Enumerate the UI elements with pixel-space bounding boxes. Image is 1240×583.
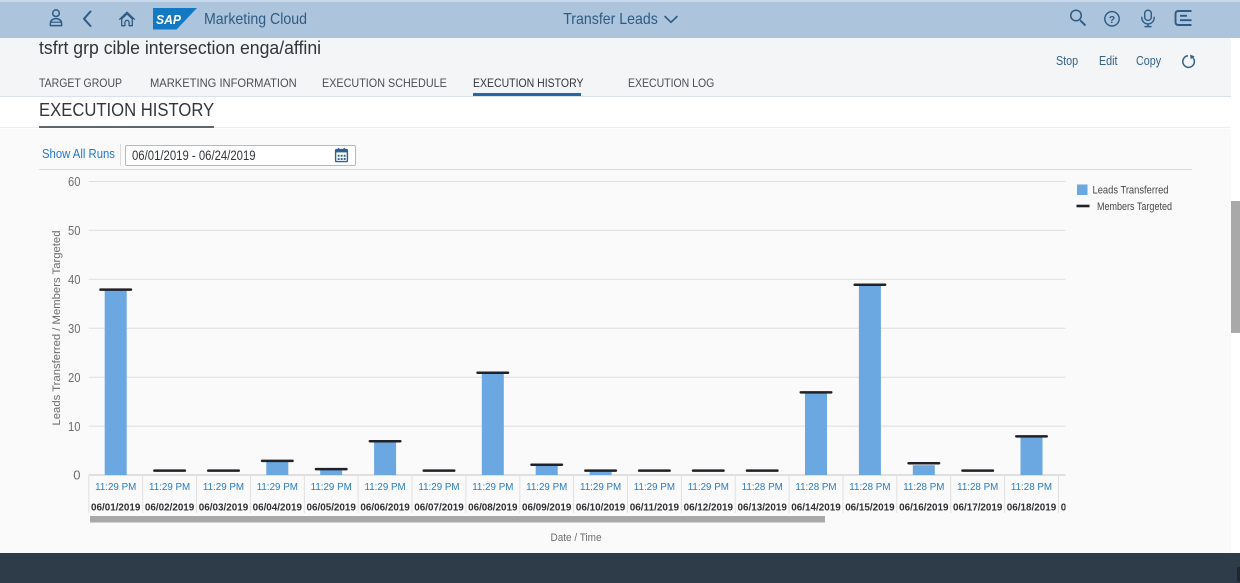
svg-text:06/02/2019: 06/02/2019: [145, 502, 195, 513]
svg-text:Marketing Cloud: Marketing Cloud: [204, 11, 307, 28]
svg-text:11:29 PM: 11:29 PM: [580, 482, 621, 493]
svg-text:Transfer Leads: Transfer Leads: [563, 11, 658, 28]
svg-text:11:29 PM: 11:29 PM: [257, 482, 298, 493]
svg-text:06/17/2019: 06/17/2019: [953, 502, 1003, 513]
svg-text:10: 10: [68, 419, 81, 434]
svg-text:06/14/2019: 06/14/2019: [791, 502, 841, 513]
svg-text:?: ?: [1109, 14, 1115, 26]
svg-text:11:29 PM: 11:29 PM: [634, 482, 675, 493]
svg-text:06/10/2019: 06/10/2019: [576, 502, 626, 513]
svg-text:06/06/2019: 06/06/2019: [360, 502, 410, 513]
svg-text:06/01/2019: 06/01/2019: [91, 502, 141, 513]
svg-text:06/15/2019: 06/15/2019: [845, 502, 895, 513]
svg-text:06/05/2019: 06/05/2019: [307, 502, 357, 513]
svg-text:60: 60: [68, 174, 81, 189]
svg-text:Date / Time: Date / Time: [551, 532, 602, 544]
svg-text:06/19/2019: 06/19/2019: [1061, 502, 1111, 513]
svg-text:06/08/2019: 06/08/2019: [468, 502, 518, 513]
svg-text:06/04/2019: 06/04/2019: [253, 502, 303, 513]
svg-text:06/12/2019: 06/12/2019: [684, 502, 734, 513]
svg-text:SAP: SAP: [156, 12, 181, 27]
svg-text:06/09/2019: 06/09/2019: [522, 502, 572, 513]
svg-text:11:28 PM: 11:28 PM: [957, 482, 998, 493]
svg-text:Leads Transferred / Members Ta: Leads Transferred / Members Targeted: [51, 231, 63, 426]
svg-text:11:28 PM: 11:28 PM: [1011, 482, 1052, 493]
svg-text:11:29 PM: 11:29 PM: [365, 482, 406, 493]
svg-text:40: 40: [68, 272, 81, 287]
svg-text:11:29 PM: 11:29 PM: [149, 482, 190, 493]
svg-text:11:29 PM: 11:29 PM: [418, 482, 459, 493]
svg-text:11:28 PM: 11:28 PM: [849, 482, 890, 493]
svg-text:11:29 PM: 11:29 PM: [526, 482, 567, 493]
svg-text:06/16/2019: 06/16/2019: [899, 502, 949, 513]
svg-text:06/18/2019: 06/18/2019: [1007, 502, 1057, 513]
svg-text:50: 50: [68, 223, 81, 238]
svg-text:11:29 PM: 11:29 PM: [472, 482, 513, 493]
svg-text:11:29 PM: 11:29 PM: [203, 482, 244, 493]
svg-text:11:28 PM: 11:28 PM: [903, 482, 944, 493]
svg-text:0: 0: [73, 468, 80, 483]
svg-text:06/13/2019: 06/13/2019: [738, 502, 788, 513]
svg-text:Leads Transferred: Leads Transferred: [1093, 185, 1169, 197]
svg-text:11:29 PM: 11:29 PM: [311, 482, 352, 493]
svg-text:30: 30: [68, 321, 81, 336]
svg-text:06/11/2019: 06/11/2019: [630, 502, 680, 513]
svg-text:11:29 PM: 11:29 PM: [688, 482, 729, 493]
svg-text:11:29 PM: 11:29 PM: [1065, 482, 1106, 493]
svg-text:20: 20: [68, 370, 81, 385]
svg-text:06/07/2019: 06/07/2019: [414, 502, 464, 513]
svg-text:11:28 PM: 11:28 PM: [742, 482, 783, 493]
svg-text:Members Targeted: Members Targeted: [1097, 201, 1172, 213]
svg-text:06/03/2019: 06/03/2019: [199, 502, 249, 513]
svg-text:11:28 PM: 11:28 PM: [795, 482, 836, 493]
svg-text:11:29 PM: 11:29 PM: [95, 482, 136, 493]
